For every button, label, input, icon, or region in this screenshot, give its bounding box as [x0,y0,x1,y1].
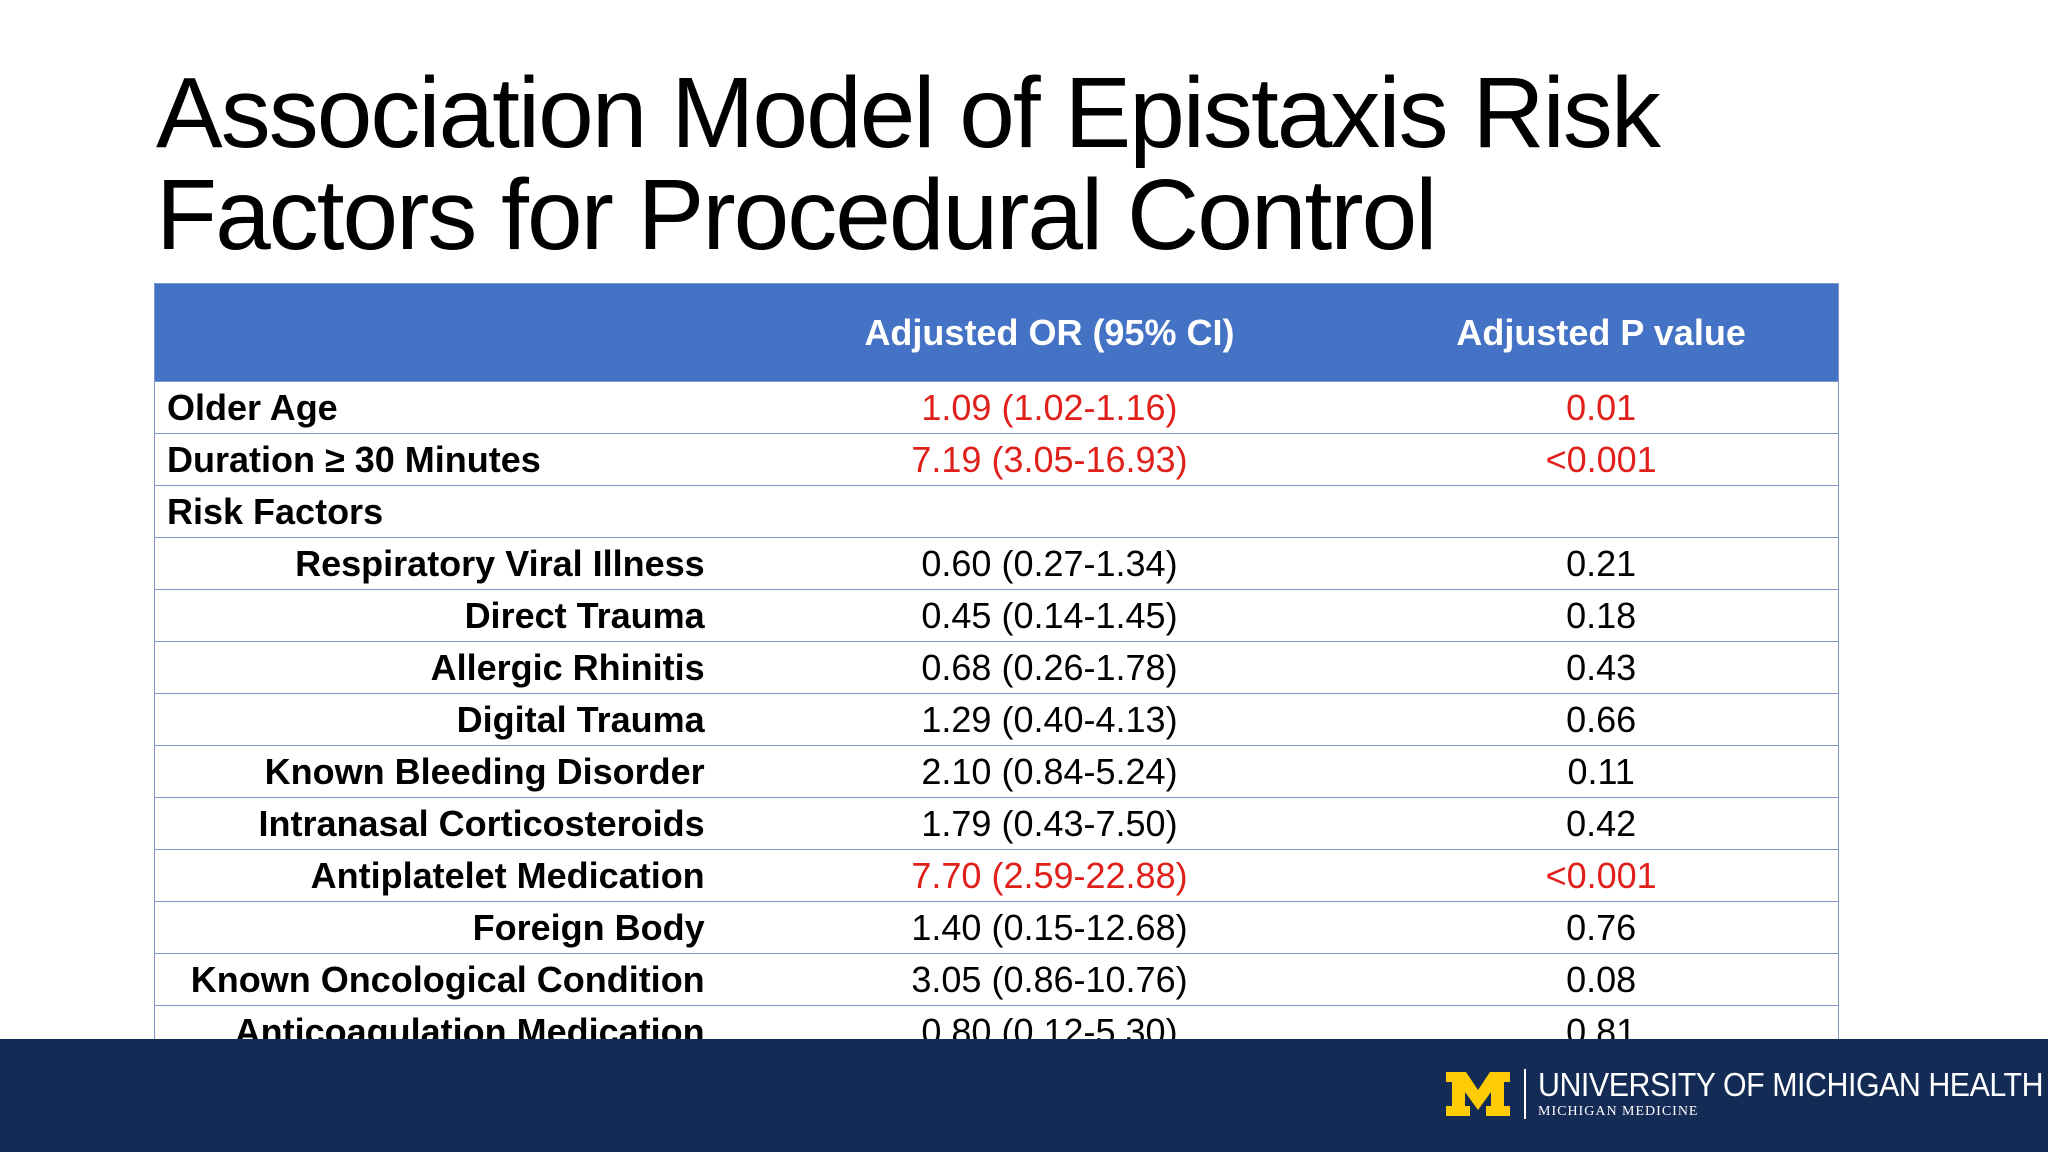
row-adjusted-or: 1.09 (1.02-1.16) [921,386,1178,428]
table-row: Duration ≥ 30 Minutes 7.19 (3.05-16.93) <0… [155,433,1838,485]
table-row: Allergic Rhinitis 0.68 (0.26-1.78) 0.43 [155,641,1838,693]
table-header: Adjusted OR (95% CI) Adjusted P value [155,284,1838,381]
table-row: Antiplatelet Medication 7.70 (2.59-22.88)… [155,849,1838,901]
row-label: Respiratory Viral Illness [295,542,705,584]
row-adjusted-p: 0.11 [1567,750,1635,792]
logo-text: UNIVERSITY OF MICHIGAN HEALTH MICHIGAN M… [1538,1068,2048,1120]
row-adjusted-p: <0.001 [1545,438,1657,480]
table-row: Digital Trauma 1.29 (0.40-4.13) 0.66 [155,693,1838,745]
footer-band [0,1039,2048,1152]
row-adjusted-or: 7.19 (3.05-16.93) [911,438,1188,480]
row-adjusted-or: 2.10 (0.84-5.24) [921,750,1178,792]
table-row: Risk Factors [155,485,1838,537]
table-row: Respiratory Viral Illness 0.60 (0.27-1.34… [155,537,1838,589]
row-adjusted-or: 7.70 (2.59-22.88) [911,854,1188,896]
row-adjusted-p: 0.01 [1566,386,1637,428]
row-adjusted-or: 1.40 (0.15-12.68) [911,906,1188,948]
logo-divider [1524,1069,1526,1119]
row-adjusted-or: 1.79 (0.43-7.50) [921,802,1178,844]
row-adjusted-p: 0.66 [1566,698,1637,740]
row-adjusted-p: 0.18 [1566,594,1637,636]
row-label: Direct Trauma [464,594,705,636]
table-body: Older Age 1.09 (1.02-1.16) 0.01 Duration ≥ … [155,381,1838,1057]
row-label: Digital Trauma [456,698,705,740]
slide-title: Association Model of Epistaxis Risk Fact… [156,62,1906,266]
logo-main-text: UNIVERSITY OF MICHIGAN HEALTH [1538,1066,2044,1103]
row-adjusted-p: 0.21 [1566,542,1637,584]
row-label: Allergic Rhinitis [430,646,705,688]
row-adjusted-or: 0.68 (0.26-1.78) [921,646,1178,688]
row-adjusted-p: 0.42 [1566,802,1637,844]
header-adjusted-p: Adjusted P value [1456,311,1746,353]
table-row: Known Oncological Condition 3.05 (0.86-10… [155,953,1838,1005]
table-row: Direct Trauma 0.45 (0.14-1.45) 0.18 [155,589,1838,641]
row-adjusted-or: 0.45 (0.14-1.45) [921,594,1178,636]
table-row: Known Bleeding Disorder 2.10 (0.84-5.24) 0… [155,745,1838,797]
row-label: Foreign Body [472,906,705,948]
table-row: Intranasal Corticosteroids 1.79 (0.43-7.5… [155,797,1838,849]
logo-sub-text: MICHIGAN MEDICINE [1538,1104,1699,1119]
row-label: Older Age [167,386,338,428]
row-label: Duration ≥ 30 Minutes [167,438,541,480]
slide-title-line-1: Association Model of Epistaxis Risk [156,57,1661,169]
university-logo: UNIVERSITY OF MICHIGAN HEALTH MICHIGAN M… [1444,1068,2048,1120]
header-adjusted-or: Adjusted OR (95% CI) [864,311,1235,353]
row-label: Antiplatelet Medication [310,854,705,896]
row-adjusted-or: 0.60 (0.27-1.34) [921,542,1178,584]
row-adjusted-p: 0.76 [1566,906,1637,948]
row-adjusted-or: 1.29 (0.40-4.13) [921,698,1178,740]
row-label: Intranasal Corticosteroids [258,802,705,844]
table-row: Foreign Body 1.40 (0.15-12.68) 0.76 [155,901,1838,953]
row-label: Known Oncological Condition [190,958,705,1000]
row-adjusted-p: <0.001 [1545,854,1657,896]
block-m-logo-icon [1446,1072,1510,1116]
table-row: Older Age 1.09 (1.02-1.16) 0.01 [155,381,1838,433]
row-adjusted-or: 3.05 (0.86-10.76) [911,958,1188,1000]
row-adjusted-p: 0.08 [1566,958,1637,1000]
row-label: Known Bleeding Disorder [264,750,705,792]
slide-title-line-2: Factors for Procedural Control [156,159,1437,271]
row-label: Risk Factors [167,490,384,532]
results-table: Adjusted OR (95% CI) Adjusted P value Ol… [154,283,1839,1056]
row-adjusted-p: 0.43 [1566,646,1637,688]
